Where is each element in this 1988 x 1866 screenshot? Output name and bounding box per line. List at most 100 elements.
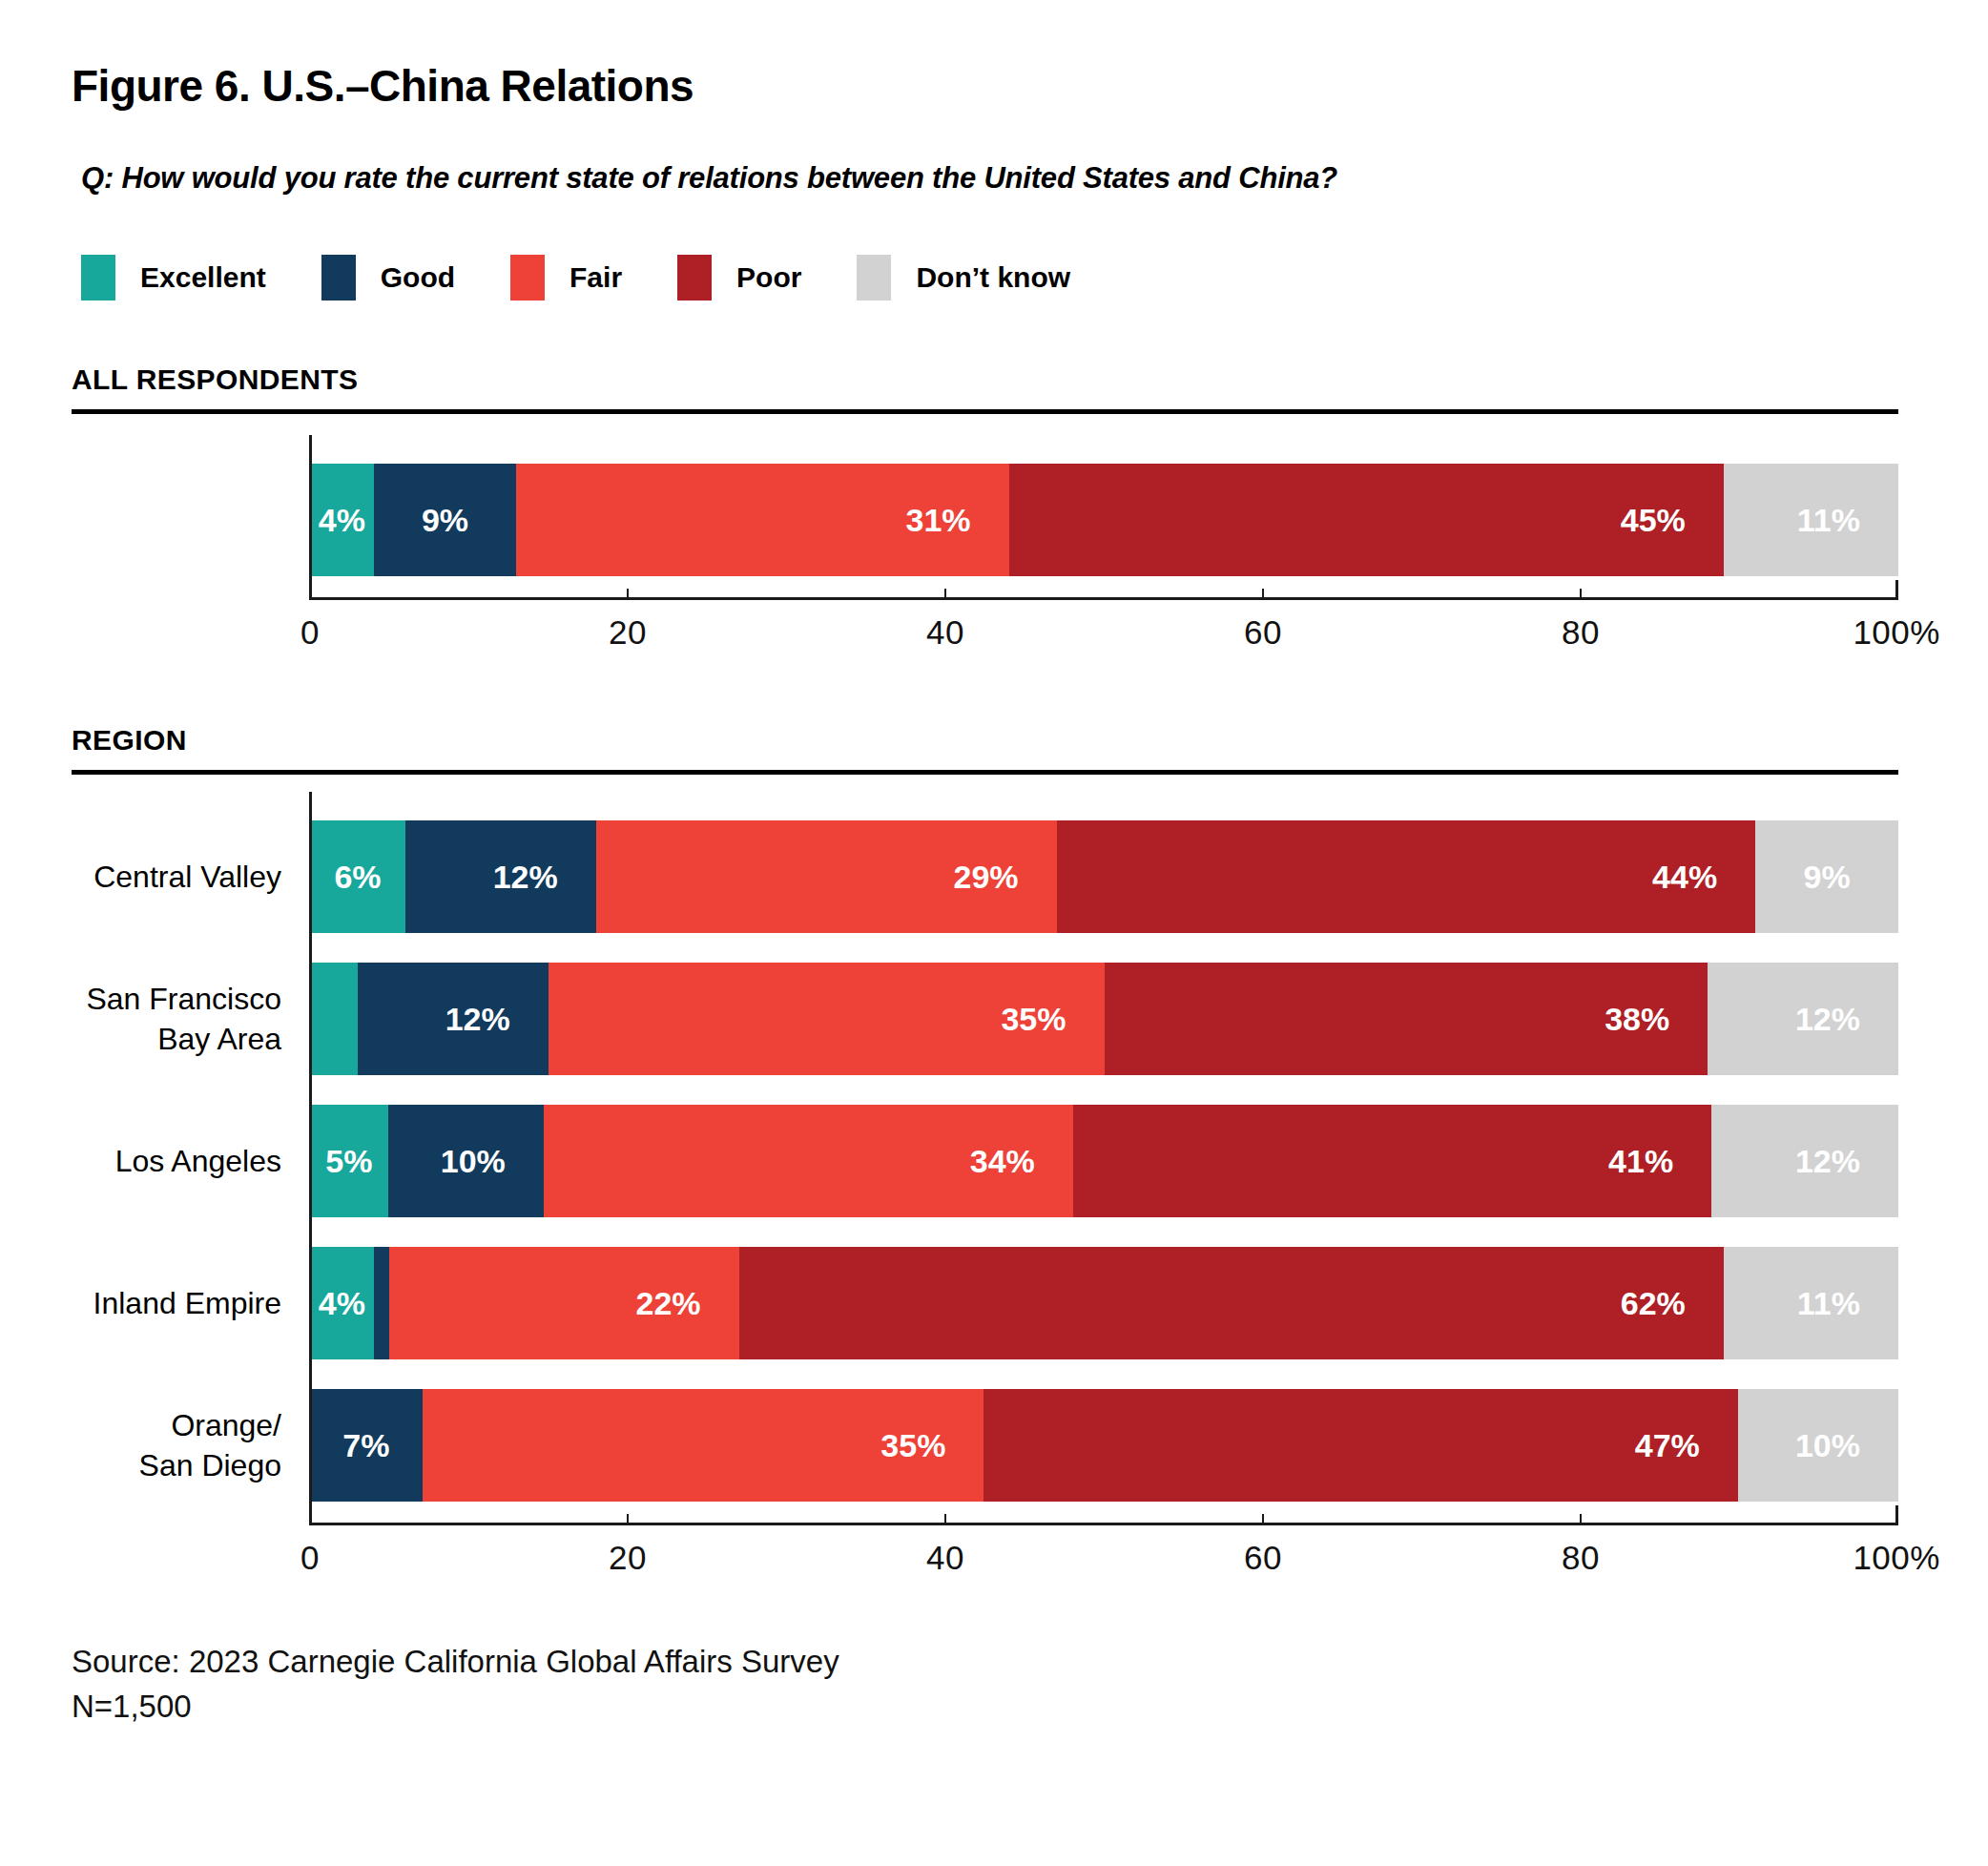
row-label: Orange/San Diego [72,1405,310,1485]
axis-tick [1262,589,1264,600]
segment-value-label: 11% [1797,1285,1898,1322]
segment-value-label: 41% [1608,1143,1711,1180]
segment-value-label: 5% [325,1143,372,1180]
row-label: Inland Empire [72,1283,310,1323]
segment-value-label: 35% [880,1427,984,1464]
fair-swatch-icon [510,255,545,301]
segment-value-label: 4% [319,502,365,539]
bar-rows: 4% 9% 31%45% 11% [72,464,1898,576]
bar-segment-excellent: 4% [310,464,374,576]
axis-tick-label: 20 [609,1539,647,1577]
axis-tick [944,589,946,600]
legend-item-poor: Poor [677,255,801,301]
stacked-bar: 5%10%34%41%12% [310,1105,1898,1217]
x-axis-labels: 020406080100% [310,1525,1898,1581]
source-line: Source: 2023 Carnegie California Global … [72,1640,1898,1685]
bar-segment-dont_know: 11% [1724,1247,1898,1359]
axis-tick-label: 80 [1562,1539,1600,1577]
axis-tick-label: 80 [1562,613,1600,652]
segment-value-label: 35% [1001,1001,1104,1038]
segment-value-label: 6% [334,859,381,896]
segment-value-label: 9% [1803,859,1850,896]
section-divider [72,409,1898,414]
segment-value-label: 11% [1797,502,1898,539]
section-heading-region: REGION [72,724,1898,757]
section-heading-all-respondents: ALL RESPONDENTS [72,363,1898,396]
bar-segment-poor: 44% [1057,820,1756,933]
bar-segment-poor: 45% [1009,464,1724,576]
survey-question: Q: How would you rate the current state … [81,161,1898,196]
axis-tick-label: 40 [926,613,964,652]
good-swatch-icon [321,255,356,301]
bar-segment-good: 10% [388,1105,544,1217]
bar-row: Inland Empire4% 22% 62% 11% [72,1247,1898,1359]
axis-tick-label: 40 [926,1539,964,1577]
legend-item-good: Good [321,255,455,301]
axis-end-tick [1895,580,1898,600]
stacked-bar: 7% 35% 47% 10% [310,1389,1898,1502]
bar-segment-excellent: 6% [310,820,405,933]
bar-segment-poor: 38% [1105,963,1708,1075]
legend: Excellent Good Fair Poor Don’t know [81,255,1898,301]
figure-title: Figure 6. U.S.–China Relations [72,60,1898,112]
bar-segment-dont_know: 10% [1738,1389,1898,1502]
bar-segment-excellent: 5% [310,1105,388,1217]
bar-segment-dont_know: 12% [1711,1105,1898,1217]
bar-segment-fair: 29% [596,820,1057,933]
stacked-bar: 4% 22% 62% 11% [310,1247,1898,1359]
segment-value-label: 10% [441,1143,544,1180]
legend-item-excellent: Excellent [81,255,266,301]
poor-swatch-icon [677,255,712,301]
axis-tick-label: 100% [1853,613,1940,652]
segment-value-label: 12% [445,1001,549,1038]
axis-tick [1580,1514,1582,1525]
bar-segment-poor: 62% [739,1247,1724,1359]
legend-item-dont-know: Don’t know [857,255,1070,301]
bar-segment-excellent: 4% [310,1247,374,1359]
axis-tick-label: 60 [1244,613,1282,652]
axis-tick-label: 60 [1244,1539,1282,1577]
bar-segment-dont_know: 11% [1724,464,1898,576]
segment-value-label: 62% [1621,1285,1724,1322]
axis-tick [1262,1514,1264,1525]
segment-value-label: 9% [422,502,468,539]
section-divider [72,770,1898,775]
axis-tick [944,1514,946,1525]
legend-label: Excellent [140,261,266,294]
segment-value-label: 29% [953,859,1056,896]
bar-row: Central Valley 6% 12% 29% 44% 9% [72,820,1898,933]
legend-label: Good [381,261,455,294]
bar-segment-good [374,1247,390,1359]
bar-rows: Central Valley 6% 12% 29% 44% 9% San Francisco… [72,820,1898,1502]
segment-value-label: 47% [1635,1427,1738,1464]
sample-size: N=1,500 [72,1685,1898,1730]
bar-segment-good: 12% [405,820,596,933]
segment-value-label: 4% [319,1285,365,1322]
row-label: Central Valley [72,857,310,897]
x-axis-labels: 020406080100% [310,600,1898,655]
bar-segment-good: 7% [310,1389,423,1502]
axis-tick [1580,589,1582,600]
stacked-bar: 12%35%38%12% [310,963,1898,1075]
chart-region: Central Valley 6% 12% 29% 44% 9% San Francisco… [72,820,1898,1525]
bar-row: Orange/San Diego7% 35% 47% 10% [72,1389,1898,1502]
axis-tick [627,589,629,600]
y-axis-spine [309,435,312,600]
segment-value-label: 22% [635,1285,738,1322]
bar-segment-poor: 47% [984,1389,1737,1502]
axis-end-tick [1895,1505,1898,1525]
bar-segment-good: 12% [358,963,549,1075]
bar-segment-excellent [310,963,358,1075]
segment-value-label: 31% [906,502,1009,539]
segment-value-label: 12% [493,859,596,896]
legend-label: Poor [736,261,801,294]
bar-row: Los Angeles5%10%34%41%12% [72,1105,1898,1217]
segment-value-label: 44% [1652,859,1755,896]
row-label: San FranciscoBay Area [72,979,310,1059]
bar-segment-fair: 22% [389,1247,738,1359]
bar-segment-dont_know: 12% [1708,963,1898,1075]
segment-value-label: 10% [1795,1427,1898,1464]
excellent-swatch-icon [81,255,115,301]
bar-segment-fair: 35% [423,1389,984,1502]
axis-tick-label: 100% [1853,1539,1940,1577]
